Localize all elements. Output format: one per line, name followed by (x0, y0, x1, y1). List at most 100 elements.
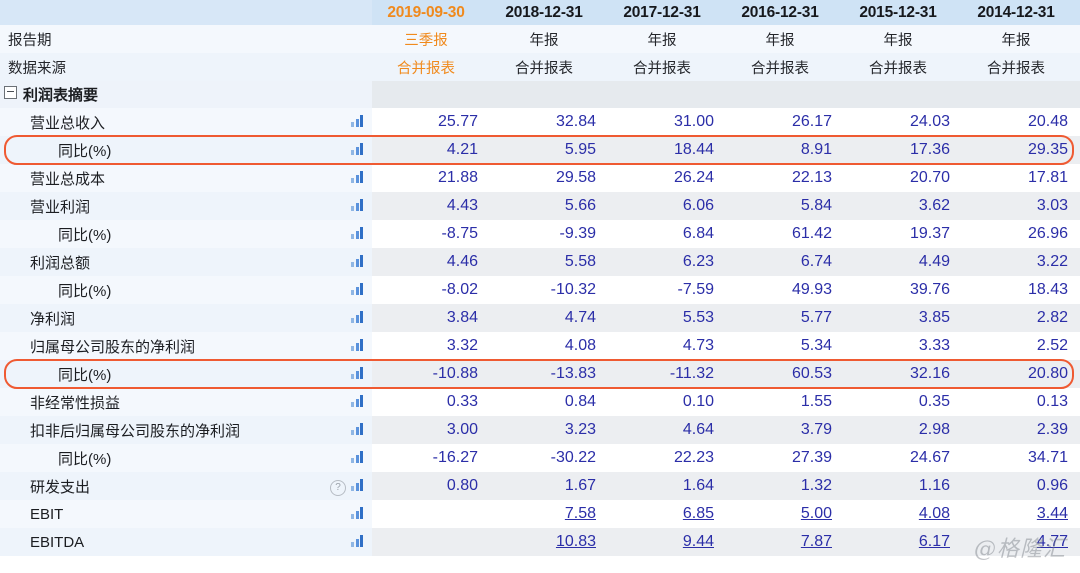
cell-r14-c5[interactable]: 3.44 (962, 500, 1080, 528)
bar-chart-icon[interactable] (351, 367, 364, 379)
data-source-icon-cell (310, 53, 372, 81)
cell-r14-c4[interactable]: 4.08 (844, 500, 962, 528)
value-link[interactable]: 6.85 (682, 505, 714, 522)
report-period-row: 报告期 三季报 年报 年报 年报 年报 年报 (0, 25, 1080, 53)
row-label-7[interactable]: 净利润 (0, 304, 310, 332)
cell-r12-c3: 27.39 (726, 444, 844, 472)
cell-r15-c4[interactable]: 6.17 (844, 528, 962, 556)
bar-chart-icon[interactable] (351, 227, 364, 239)
value-link[interactable]: 4.08 (918, 505, 950, 522)
table-row: 同比(%) -8.02 -10.32 -7.59 49.93 39.76 18.43 (0, 276, 1080, 304)
report-period-value-3: 年报 (726, 25, 844, 53)
bar-chart-icon[interactable] (351, 115, 364, 127)
row-label-14[interactable]: EBIT (0, 500, 310, 528)
bar-chart-icon[interactable] (351, 143, 364, 155)
value-link[interactable]: 6.17 (918, 533, 950, 550)
column-header-date-4[interactable]: 2015-12-31 (844, 0, 962, 25)
bar-chart-icon[interactable] (351, 339, 364, 351)
cell-r3-c5: 3.03 (962, 192, 1080, 220)
value-link[interactable]: 9.44 (682, 533, 714, 550)
section-title-cell[interactable]: 利润表摘要 (0, 81, 372, 108)
cell-r2-c5: 17.81 (962, 164, 1080, 192)
row-label-12[interactable]: 同比(%) (0, 444, 310, 472)
value-link[interactable]: 5.00 (800, 505, 832, 522)
cell-r0-c0: 25.77 (372, 108, 490, 136)
bar-chart-icon[interactable] (351, 199, 364, 211)
row-icons-4 (310, 220, 372, 248)
cell-r13-c1: 1.67 (490, 472, 608, 500)
column-header-date-0[interactable]: 2019-09-30 (372, 0, 490, 25)
value-link[interactable]: 7.87 (800, 533, 832, 550)
bar-chart-icon[interactable] (351, 507, 364, 519)
cell-r5-c0: 4.46 (372, 248, 490, 276)
cell-r14-c0 (372, 500, 490, 528)
cell-r14-c2[interactable]: 6.85 (608, 500, 726, 528)
cell-r8-c2: 4.73 (608, 332, 726, 360)
cell-r14-c3[interactable]: 5.00 (726, 500, 844, 528)
bar-chart-icon[interactable] (351, 535, 364, 547)
value-link[interactable]: 3.44 (1036, 505, 1068, 522)
row-label-1[interactable]: 同比(%) (0, 136, 310, 164)
cell-r8-c4: 3.33 (844, 332, 962, 360)
cell-r15-c3[interactable]: 7.87 (726, 528, 844, 556)
table-row: 同比(%) 4.21 5.95 18.44 8.91 17.36 29.35 (0, 136, 1080, 164)
cell-r8-c0: 3.32 (372, 332, 490, 360)
column-header-date-2[interactable]: 2017-12-31 (608, 0, 726, 25)
row-label-5[interactable]: 利润总额 (0, 248, 310, 276)
cell-r4-c5: 26.96 (962, 220, 1080, 248)
column-header-date-5[interactable]: 2014-12-31 (962, 0, 1080, 25)
section-header-income-statement[interactable]: 利润表摘要 (0, 81, 1080, 108)
value-link[interactable]: 7.58 (564, 505, 596, 522)
cell-r13-c4: 1.16 (844, 472, 962, 500)
cell-r11-c2: 4.64 (608, 416, 726, 444)
cell-r11-c5: 2.39 (962, 416, 1080, 444)
value-link[interactable]: 10.83 (555, 533, 596, 550)
help-question-icon[interactable]: ? (330, 479, 346, 496)
cell-r7-c4: 3.85 (844, 304, 962, 332)
value-link[interactable]: 4.77 (1036, 533, 1068, 550)
cell-r12-c2: 22.23 (608, 444, 726, 472)
cell-r15-c0 (372, 528, 490, 556)
data-source-value-2: 合并报表 (608, 53, 726, 81)
data-source-value-1: 合并报表 (490, 53, 608, 81)
column-header-date-3[interactable]: 2016-12-31 (726, 0, 844, 25)
bar-chart-icon[interactable] (351, 395, 364, 407)
report-period-value-5: 年报 (962, 25, 1080, 53)
row-label-2[interactable]: 营业总成本 (0, 164, 310, 192)
bar-chart-icon[interactable] (351, 255, 364, 267)
row-label-10[interactable]: 非经常性损益 (0, 388, 310, 416)
row-icons-1 (310, 136, 372, 164)
row-label-13[interactable]: 研发支出 (0, 472, 310, 500)
cell-r10-c1: 0.84 (490, 388, 608, 416)
table-row: EBITDA 10.83 9.44 7.87 6.17 4.77 (0, 528, 1080, 556)
row-icons-9 (310, 360, 372, 388)
data-source-value-0: 合并报表 (372, 53, 490, 81)
cell-r1-c1: 5.95 (490, 136, 608, 164)
data-source-row: 数据来源 合并报表 合并报表 合并报表 合并报表 合并报表 合并报表 (0, 53, 1080, 81)
row-label-0[interactable]: 营业总收入 (0, 108, 310, 136)
cell-r15-c5[interactable]: 4.77 (962, 528, 1080, 556)
row-label-6[interactable]: 同比(%) (0, 276, 310, 304)
row-label-9[interactable]: 同比(%) (0, 360, 310, 388)
bar-chart-icon[interactable] (351, 171, 364, 183)
column-header-date-1[interactable]: 2018-12-31 (490, 0, 608, 25)
bar-chart-icon[interactable] (351, 423, 364, 435)
cell-r4-c2: 6.84 (608, 220, 726, 248)
row-label-15[interactable]: EBITDA (0, 528, 310, 556)
bar-chart-icon[interactable] (351, 478, 364, 491)
row-label-data-source: 数据来源 (0, 53, 310, 81)
row-label-8[interactable]: 归属母公司股东的净利润 (0, 332, 310, 360)
row-label-3[interactable]: 营业利润 (0, 192, 310, 220)
bar-chart-icon[interactable] (351, 451, 364, 463)
cell-r1-c2: 18.44 (608, 136, 726, 164)
collapse-minus-icon[interactable] (4, 86, 17, 99)
cell-r14-c1[interactable]: 7.58 (490, 500, 608, 528)
bar-chart-icon[interactable] (351, 311, 364, 323)
cell-r15-c2[interactable]: 9.44 (608, 528, 726, 556)
cell-r10-c5: 0.13 (962, 388, 1080, 416)
cell-r15-c1[interactable]: 10.83 (490, 528, 608, 556)
row-label-11[interactable]: 扣非后归属母公司股东的净利润 (0, 416, 310, 444)
bar-chart-icon[interactable] (351, 283, 364, 295)
cell-r4-c3: 61.42 (726, 220, 844, 248)
row-label-4[interactable]: 同比(%) (0, 220, 310, 248)
